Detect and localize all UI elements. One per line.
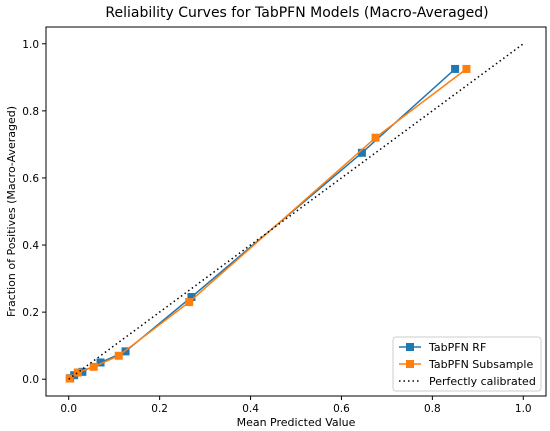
legend-marker <box>406 360 414 368</box>
x-tick-label: 0.4 <box>242 403 259 415</box>
y-tick-label: 0.6 <box>22 173 39 185</box>
data-point <box>187 293 196 302</box>
data-point <box>185 298 194 307</box>
legend: TabPFN RF TabPFN Subsample Perfectly calib… <box>392 336 542 392</box>
axis-ticks: 0.0 0.2 0.4 0.6 0.8 1.0 0.0 0.2 0.4 0.6 0.8 1.0 <box>22 39 531 415</box>
data-point <box>357 148 366 157</box>
y-tick-label: 0.4 <box>22 240 39 252</box>
legend-label: TabPFN RF <box>428 341 486 354</box>
data-point <box>114 351 123 360</box>
data-point <box>73 368 82 377</box>
data-point <box>462 64 471 73</box>
y-axis-label: Fraction of Positives (Macro-Averaged) <box>5 106 18 317</box>
chart-marks <box>65 43 524 383</box>
plot-area <box>45 26 547 397</box>
x-tick-label: 0.6 <box>333 403 350 415</box>
legend-label: TabPFN Subsample <box>428 358 533 371</box>
x-tick-label: 1.0 <box>515 403 532 415</box>
legend-marker <box>406 343 414 351</box>
x-axis-label: Mean Predicted Value <box>237 416 356 429</box>
data-point <box>78 367 87 376</box>
data-point <box>451 64 460 73</box>
chart-title: Reliability Curves for TabPFN Models (Ma… <box>105 5 488 21</box>
y-tick-label: 0.2 <box>22 307 39 319</box>
data-point <box>96 358 105 367</box>
legend-box <box>392 336 542 392</box>
data-point <box>89 362 98 371</box>
series-line-0 <box>69 68 456 379</box>
series-line-2 <box>68 43 524 380</box>
x-tick-label: 0.8 <box>424 403 441 415</box>
x-tick-label: 0.2 <box>151 403 168 415</box>
y-tick-label: 0.8 <box>22 106 39 118</box>
y-tick-label: 1.0 <box>22 39 39 51</box>
y-tick-label: 0.0 <box>22 374 39 386</box>
legend-label: Perfectly calibrated <box>429 375 536 388</box>
data-point <box>371 133 380 142</box>
x-tick-label: 0.0 <box>60 403 77 415</box>
series-line-1 <box>69 68 467 380</box>
